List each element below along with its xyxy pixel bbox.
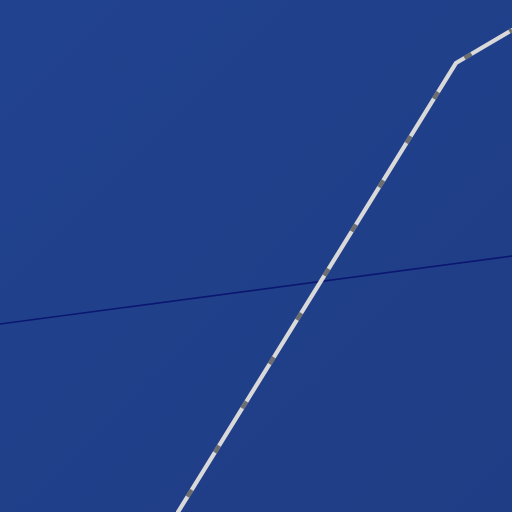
boundary-line: [0, 255, 512, 325]
railway-dashes: [176, 28, 512, 512]
railway: [175, 27, 512, 512]
